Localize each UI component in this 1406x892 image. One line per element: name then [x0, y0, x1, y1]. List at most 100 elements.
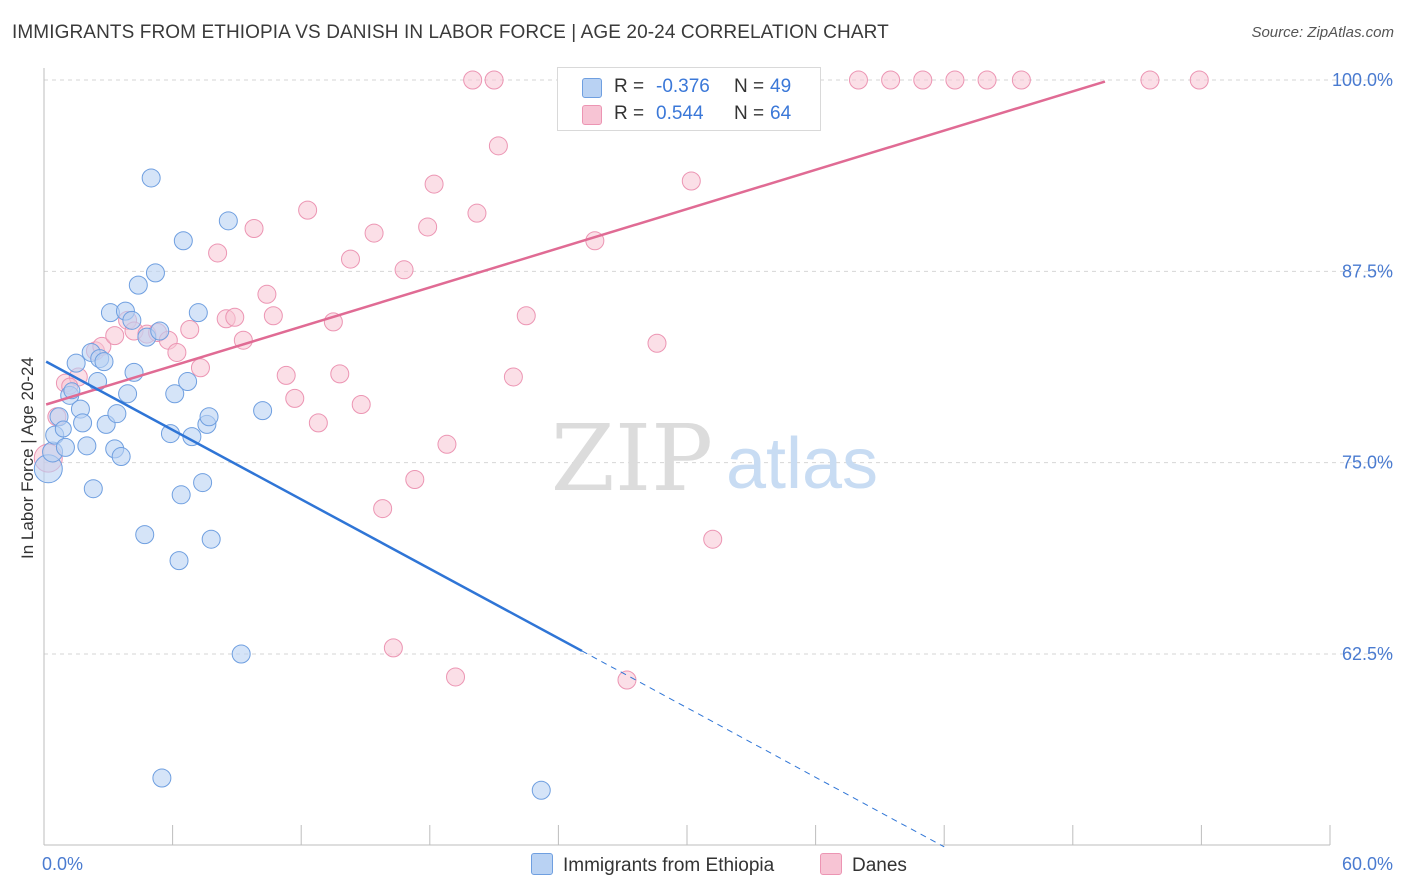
danes-point	[190, 358, 210, 378]
ethiopia-point	[128, 275, 148, 295]
danes-point	[881, 70, 901, 90]
x-tick-label: 0.0%	[42, 854, 83, 874]
ethiopia-point	[150, 321, 170, 341]
r-value: 0.544	[656, 103, 704, 124]
danes-point	[488, 136, 508, 156]
ethiopia-point	[201, 529, 221, 549]
danes-point	[467, 203, 487, 223]
danes-legend-swatch	[820, 853, 842, 875]
danes-point	[285, 388, 305, 408]
ethiopia-point	[54, 420, 72, 438]
legend-label: Danes	[852, 855, 907, 876]
danes-point	[105, 326, 125, 346]
chart-title: IMMIGRANTS FROM ETHIOPIA VS DANISH IN LA…	[12, 22, 889, 43]
watermark-atlas: atlas	[726, 424, 878, 504]
ethiopia-point	[152, 768, 172, 788]
danes-point	[394, 260, 414, 280]
watermark: ZIP atlas	[551, 405, 878, 512]
r-label: R =	[614, 76, 645, 97]
ethiopia-point	[111, 447, 131, 467]
danes-trend-line	[45, 80, 1106, 406]
danes-point	[298, 200, 318, 220]
y-tick-label: 100.0%	[1332, 70, 1393, 90]
watermark-zip: ZIP	[551, 405, 713, 512]
danes-point	[308, 413, 328, 433]
danes-points	[33, 70, 1209, 690]
danes-swatch	[582, 105, 602, 125]
danes-point	[945, 70, 965, 90]
y-tick-label: 87.5%	[1342, 261, 1393, 281]
ethiopia-point	[218, 211, 238, 231]
danes-point	[330, 364, 350, 384]
danes-point	[263, 306, 283, 326]
ethiopia-point	[55, 437, 75, 457]
n-value: 49	[770, 76, 792, 97]
danes-point	[244, 218, 264, 238]
n-label: N =	[734, 103, 765, 124]
trend-lines	[45, 80, 1106, 848]
ethiopia-point	[73, 413, 93, 433]
ethiopia-point	[253, 401, 273, 421]
danes-point	[364, 223, 384, 243]
danes-point	[418, 217, 438, 237]
danes-point	[225, 307, 245, 327]
danes-point	[647, 333, 667, 353]
danes-point	[373, 499, 393, 519]
danes-point	[503, 367, 523, 387]
ethiopia-point	[171, 485, 191, 505]
danes-point	[463, 70, 483, 90]
ethiopia-swatch	[582, 78, 602, 98]
correlation-legend: R = -0.376 N = 49 R = 0.544 N = 64	[557, 67, 821, 131]
legend-item-ethiopia: Immigrants from Ethiopia	[531, 853, 774, 877]
danes-point	[977, 70, 997, 90]
danes-point	[437, 434, 457, 454]
y-tick-label: 62.5%	[1342, 644, 1393, 664]
danes-point	[913, 70, 933, 90]
n-value: 64	[770, 103, 792, 124]
ethiopia-point	[188, 303, 208, 323]
ethiopia-points	[33, 168, 551, 800]
danes-point	[276, 365, 296, 385]
ethiopia-point	[94, 352, 114, 372]
legend-label: Immigrants from Ethiopia	[563, 855, 775, 876]
ethiopia-point	[83, 479, 103, 499]
danes-point	[1011, 70, 1031, 90]
ethiopia-point	[173, 231, 193, 251]
ethiopia-trend-line	[45, 360, 583, 653]
danes-point	[351, 395, 371, 415]
ethiopia-point	[66, 353, 86, 373]
r-value: -0.376	[656, 76, 710, 97]
danes-point	[681, 171, 701, 191]
ethiopia-point	[199, 407, 219, 427]
danes-point	[484, 70, 504, 90]
ethiopia-point	[107, 404, 127, 424]
danes-point	[848, 70, 868, 90]
danes-point	[1140, 70, 1160, 90]
ethiopia-point	[231, 644, 251, 664]
ethiopia-point	[178, 372, 198, 392]
source-credit: Source: ZipAtlas.com	[1251, 24, 1394, 41]
danes-point	[167, 342, 187, 362]
danes-point	[405, 470, 425, 490]
ethiopia-point	[122, 310, 142, 330]
danes-point	[257, 284, 277, 304]
danes-point	[516, 306, 536, 326]
danes-point	[703, 529, 723, 549]
ethiopia-legend-swatch	[531, 853, 553, 875]
legend-item-danes: Danes	[820, 853, 907, 877]
danes-point	[180, 319, 200, 339]
gridlines	[44, 79, 1392, 655]
danes-point	[208, 243, 228, 263]
ethiopia-point	[135, 525, 155, 545]
ethiopia-point	[160, 424, 180, 444]
ethiopia-point	[118, 384, 138, 404]
danes-point	[446, 667, 466, 687]
ethiopia-point	[531, 780, 551, 800]
ethiopia-point	[77, 436, 97, 456]
y-tick-label: 75.0%	[1342, 453, 1393, 473]
ethiopia-point	[193, 473, 213, 493]
danes-point	[617, 670, 637, 690]
r-label: R =	[614, 103, 645, 124]
ethiopia-trend-extension	[581, 650, 945, 848]
